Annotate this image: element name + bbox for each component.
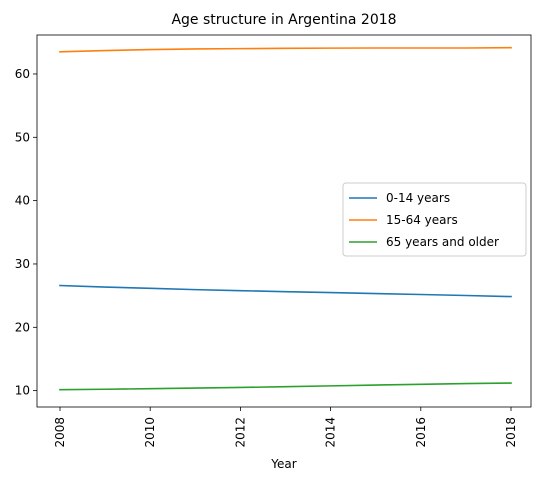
series-line-0 [59, 284, 512, 298]
x-tick-label-1: 2010 [143, 417, 157, 448]
x-tick-label-4: 2016 [414, 417, 428, 448]
x-tick-label-0: 2008 [53, 417, 67, 448]
series-line-2 [59, 382, 512, 391]
legend-label-0: 0-14 years [386, 191, 450, 205]
x-tick-label-3: 2014 [324, 417, 338, 448]
legend-label-1: 15-64 years [386, 213, 458, 227]
x-tick-label-5: 2018 [504, 417, 518, 448]
y-tick-label-1: 20 [15, 320, 30, 334]
y-tick-label-0: 10 [15, 384, 30, 398]
plot-frame [36, 34, 532, 408]
y-tick-label-3: 40 [15, 194, 30, 208]
legend-label-2: 65 years and older [386, 235, 499, 249]
series-layer [59, 46, 512, 391]
y-tick-label-2: 30 [15, 257, 30, 271]
legend: 0-14 years 15-64 years 65 years and older [342, 182, 527, 257]
chart-title: Age structure in Argentina 2018 [171, 12, 396, 28]
x-tick-label-2: 2012 [233, 417, 247, 448]
legend-box [342, 182, 527, 257]
y-tick-label-5: 60 [15, 67, 30, 81]
x-axis-label: Year [270, 457, 296, 471]
series-line-1 [59, 46, 512, 53]
y-tick-label-4: 50 [15, 130, 30, 144]
x-axis-ticks: 2008 2010 2012 2014 2016 2018 [53, 407, 518, 448]
y-axis-ticks: 10 20 30 40 50 60 [15, 67, 37, 398]
